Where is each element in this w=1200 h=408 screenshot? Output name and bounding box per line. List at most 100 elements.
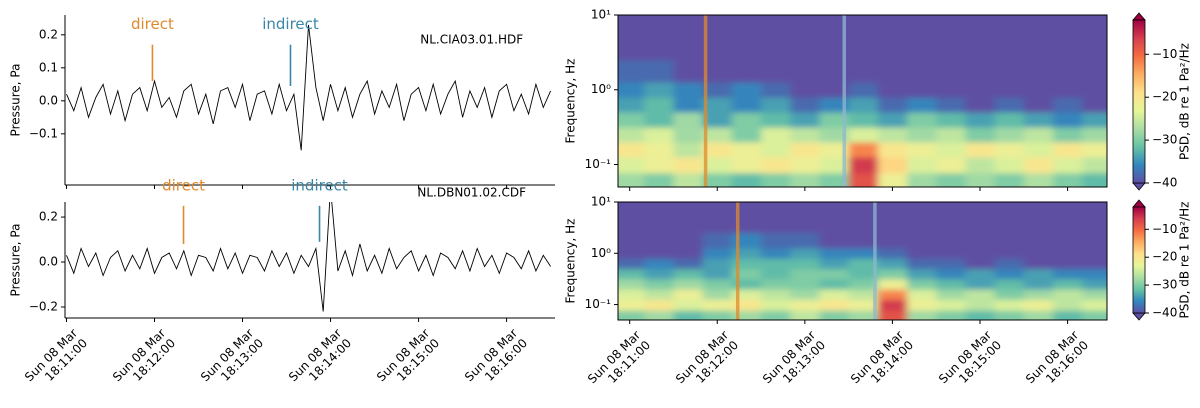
heat-cell [1023, 127, 1054, 143]
heat-cell [936, 310, 966, 320]
heat-cell [994, 202, 1025, 234]
heat-cell [965, 202, 996, 234]
heat-cell [1052, 82, 1083, 98]
heat-cell [618, 310, 645, 320]
heat-cell [936, 127, 966, 143]
cbar-tick-label: −40 [1152, 306, 1177, 320]
y-tick-label: −0.1 [29, 126, 58, 140]
station-label: NL.CIA03.01.HDF [420, 33, 523, 47]
heat-cell [1023, 112, 1054, 128]
heat-cell [618, 82, 645, 98]
heat-cell [731, 278, 762, 290]
heat-cell [936, 258, 966, 270]
heat-cell [618, 127, 645, 143]
heat-cell [731, 258, 762, 270]
heat-cell [644, 299, 674, 311]
heat-cell [936, 268, 966, 280]
heat-cell [1052, 268, 1083, 280]
heat-cell [644, 248, 674, 259]
heat-cell [994, 299, 1025, 311]
heat-cell [790, 59, 820, 83]
heat-cell [790, 97, 820, 113]
heat-cell [673, 82, 704, 98]
heat-cell [907, 172, 937, 187]
heat-cell [907, 97, 937, 113]
heat-cell [1023, 232, 1054, 249]
heat-cell [702, 289, 733, 300]
heat-cell [1023, 141, 1054, 158]
heat-cell [848, 112, 879, 128]
waveform [66, 24, 552, 151]
heat-cell [790, 202, 820, 234]
heat-cell [673, 258, 704, 270]
heat-cell [761, 268, 791, 280]
heat-cell [936, 299, 966, 311]
heat-cell [965, 127, 996, 143]
heat-cell [644, 289, 674, 300]
heat-cell [819, 59, 850, 83]
heat-cell [1023, 289, 1054, 300]
heat-cell [907, 299, 937, 311]
heat-cell [936, 15, 966, 61]
heat-cell [877, 289, 908, 300]
heat-cell [1082, 82, 1107, 98]
heat-cell [965, 172, 996, 187]
heat-cell [618, 248, 645, 259]
heat-cell [877, 299, 908, 311]
heat-cell [1082, 268, 1107, 280]
heat-cell [702, 258, 733, 270]
heat-cell [819, 278, 850, 290]
heat-cell [877, 248, 908, 259]
heat-cell [819, 258, 850, 270]
heat-cell [936, 202, 966, 234]
heat-cell [819, 156, 850, 174]
heat-cell [702, 172, 733, 187]
heat-cell [644, 202, 674, 234]
heat-cell [790, 310, 820, 320]
heat-cell [673, 97, 704, 113]
heat-cell [936, 141, 966, 158]
heat-cell [731, 59, 762, 83]
heat-cell [790, 268, 820, 280]
heat-cell [907, 202, 937, 234]
heat-cell [965, 59, 996, 83]
heat-cell [965, 248, 996, 259]
heat-cell [965, 289, 996, 300]
heat-cell [731, 15, 762, 61]
heat-cell [673, 156, 704, 174]
annotation-label: direct [131, 15, 174, 33]
heat-cell [907, 141, 937, 158]
heat-cell [790, 112, 820, 128]
heat-cell [1082, 232, 1107, 249]
heat-cell [731, 172, 762, 187]
heat-cell [1052, 15, 1083, 61]
heat-cell [644, 82, 674, 98]
heat-cell [644, 15, 674, 61]
heat-cell [761, 112, 791, 128]
heat-cell [877, 15, 908, 61]
heat-cell [1052, 248, 1083, 259]
heat-cell [1082, 112, 1107, 128]
heat-cell [731, 112, 762, 128]
heat-cell [848, 97, 879, 113]
heat-cell [702, 141, 733, 158]
heat-cell [994, 268, 1025, 280]
heat-cell [1052, 172, 1083, 187]
heat-cell [819, 82, 850, 98]
heat-cell [819, 141, 850, 158]
heat-cell [618, 172, 645, 187]
heat-cell [731, 141, 762, 158]
heat-cell [673, 15, 704, 61]
heat-cell [702, 82, 733, 98]
heat-cell [644, 278, 674, 290]
heat-cell [907, 268, 937, 280]
heat-cell [702, 59, 733, 83]
heat-cell [877, 202, 908, 234]
heat-cell [994, 232, 1025, 249]
heat-cell [644, 59, 674, 83]
heat-cell [936, 112, 966, 128]
heat-cell [618, 232, 645, 249]
heat-cell [848, 59, 879, 83]
heatmap-clip [618, 202, 1107, 320]
heat-cell [965, 82, 996, 98]
